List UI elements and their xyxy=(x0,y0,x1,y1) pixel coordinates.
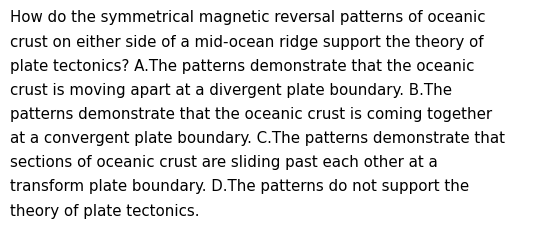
Text: transform plate boundary. D.The patterns do not support the: transform plate boundary. D.The patterns… xyxy=(10,179,469,194)
Text: crust is moving apart at a divergent plate boundary. B.The: crust is moving apart at a divergent pla… xyxy=(10,82,452,97)
Text: crust on either side of a mid-ocean ridge support the theory of: crust on either side of a mid-ocean ridg… xyxy=(10,34,484,49)
Text: at a convergent plate boundary. C.The patterns demonstrate that: at a convergent plate boundary. C.The pa… xyxy=(10,131,505,145)
Text: sections of oceanic crust are sliding past each other at a: sections of oceanic crust are sliding pa… xyxy=(10,155,438,169)
Text: plate tectonics? A.The patterns demonstrate that the oceanic: plate tectonics? A.The patterns demonstr… xyxy=(10,58,474,73)
Text: How do the symmetrical magnetic reversal patterns of oceanic: How do the symmetrical magnetic reversal… xyxy=(10,10,485,25)
Text: patterns demonstrate that the oceanic crust is coming together: patterns demonstrate that the oceanic cr… xyxy=(10,106,492,121)
Text: theory of plate tectonics.: theory of plate tectonics. xyxy=(10,203,200,218)
